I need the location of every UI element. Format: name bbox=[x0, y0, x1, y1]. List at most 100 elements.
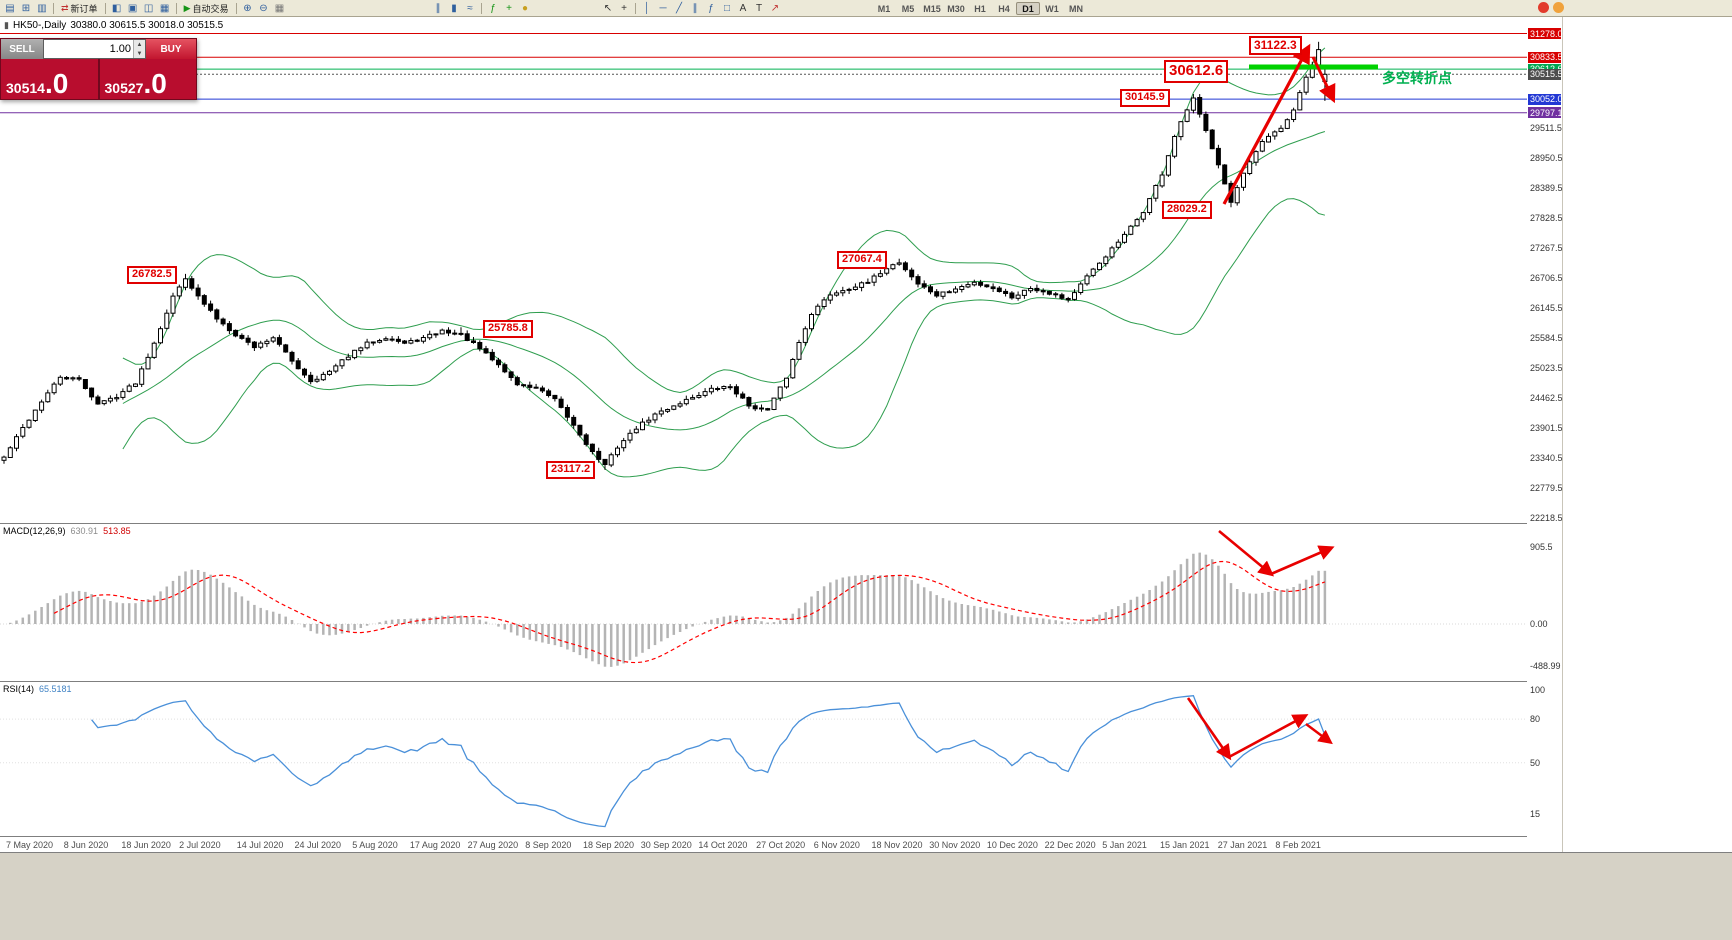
trade-prices-row: 30514 .0 30527 .0 bbox=[1, 59, 196, 99]
macd-axis-tick: 905.5 bbox=[1530, 542, 1553, 553]
swing-price-label: 28029.2 bbox=[1162, 201, 1212, 219]
price-axis-tick: 22779.5 bbox=[1530, 482, 1563, 493]
rsi-label: RSI(14) bbox=[3, 684, 35, 694]
date-label: 8 Jun 2020 bbox=[63, 840, 109, 850]
price-axis-tick: 26706.5 bbox=[1530, 272, 1563, 283]
date-label: 8 Feb 2021 bbox=[1275, 840, 1321, 850]
date-label: 24 Jul 2020 bbox=[294, 840, 342, 850]
time-axis-separator bbox=[0, 836, 1562, 837]
date-label: 27 Aug 2020 bbox=[467, 840, 519, 850]
date-label: 2 Jul 2020 bbox=[179, 840, 221, 850]
date-label: 15 Jan 2021 bbox=[1160, 840, 1210, 850]
navigator-icon[interactable]: ◫ bbox=[143, 2, 154, 14]
timeframe-mn-button[interactable]: MN bbox=[1069, 3, 1083, 14]
timeframe-w1-button[interactable]: W1 bbox=[1045, 3, 1059, 14]
workspace-empty-area bbox=[1562, 17, 1732, 852]
volume-box: ▲ ▼ bbox=[43, 39, 146, 59]
cursor-icon[interactable]: ↖ bbox=[603, 2, 613, 14]
rsi-panel-separator[interactable] bbox=[0, 681, 1562, 682]
price-axis-tick: 23901.5 bbox=[1530, 422, 1563, 433]
notification-red-circle[interactable] bbox=[1538, 2, 1549, 13]
date-label: 18 Jun 2020 bbox=[121, 840, 171, 850]
bar-chart-icon[interactable]: ∥ bbox=[435, 2, 441, 14]
fibonacci-icon[interactable]: ƒ bbox=[708, 2, 714, 14]
terminal-icon[interactable]: ▦ bbox=[159, 2, 170, 14]
timeframe-m1-button[interactable]: M1 bbox=[877, 3, 891, 14]
price-level-badge: 30052.0 bbox=[1528, 93, 1563, 105]
price-axis-tick: 27828.5 bbox=[1530, 212, 1563, 223]
buy-price[interactable]: 30527 .0 bbox=[100, 59, 197, 99]
trendline-icon[interactable]: ╱ bbox=[675, 2, 683, 14]
swing-price-label: 26782.5 bbox=[127, 266, 177, 284]
toolbar-separator bbox=[635, 3, 636, 14]
text-icon[interactable]: A bbox=[739, 2, 747, 14]
time-axis[interactable]: 7 May 2020 8 Jun 2020 18 Jun 2020 2 Jul 202… bbox=[0, 837, 1562, 852]
buy-button[interactable]: BUY bbox=[146, 39, 196, 59]
turning-point-note: 多空转折点 bbox=[1382, 70, 1452, 86]
clock-icon[interactable]: ● bbox=[521, 2, 529, 14]
rsi-header: RSI(14) 65.5181 bbox=[3, 684, 72, 694]
notification-orange-circle[interactable] bbox=[1553, 2, 1564, 13]
volume-down-icon[interactable]: ▼ bbox=[134, 49, 145, 58]
toolbar-separator bbox=[104, 3, 106, 14]
date-label: 6 Nov 2020 bbox=[813, 840, 860, 850]
swing-price-label: 27067.4 bbox=[837, 251, 887, 269]
volume-input[interactable] bbox=[44, 40, 133, 58]
timeframe-h1-button[interactable]: H1 bbox=[974, 3, 986, 14]
price-axis-tick: 29511.5 bbox=[1530, 122, 1562, 133]
chart-plots bbox=[0, 33, 1527, 828]
chart-add-icon[interactable]: ⊞ bbox=[21, 2, 31, 14]
channel-icon[interactable]: ∥ bbox=[692, 2, 698, 14]
data-window-icon[interactable]: ▣ bbox=[127, 2, 138, 14]
date-label: 27 Oct 2020 bbox=[756, 840, 806, 850]
price-level-badge: 30833.5 bbox=[1528, 51, 1563, 63]
date-label: 27 Jan 2021 bbox=[1217, 840, 1268, 850]
macd-label: MACD(12,26,9) bbox=[3, 526, 66, 536]
toolbar-group-drawing: ↖ + │ ─ ╱ ∥ ƒ □ A T ↗ bbox=[600, 1, 783, 16]
tile-windows-icon[interactable]: ▦ bbox=[274, 2, 285, 14]
zoom-in-icon[interactable]: ⊕ bbox=[243, 2, 252, 14]
add-indicator-icon[interactable]: + bbox=[506, 2, 512, 14]
autotrade-button-icon: ▶ bbox=[183, 3, 191, 13]
swing-price-label: 30612.6 bbox=[1164, 60, 1229, 83]
zoom-out-icon[interactable]: ⊖ bbox=[259, 2, 268, 14]
timeframe-d1-button[interactable]: D1 bbox=[1016, 2, 1040, 15]
macd-header: MACD(12,26,9) 630.91 513.85 bbox=[3, 526, 131, 536]
horizontal-line-icon[interactable]: ─ bbox=[659, 2, 667, 14]
date-label: 14 Oct 2020 bbox=[698, 840, 748, 850]
candlestick-chart-icon[interactable]: ▮ bbox=[451, 2, 457, 14]
price-axis[interactable]: 29511.5 28950.5 28389.5 27828.5 27267.5 26706… bbox=[1527, 17, 1563, 852]
vertical-line-icon[interactable]: │ bbox=[643, 2, 651, 14]
chart-title: HK50-,Daily bbox=[12, 20, 67, 31]
timeframe-m30-button[interactable]: M30 bbox=[947, 3, 965, 14]
price-axis-tick: 25023.5 bbox=[1530, 362, 1563, 373]
sell-price-fraction: .0 bbox=[44, 68, 69, 100]
new-order-button-icon: ⇄ bbox=[61, 3, 69, 13]
macd-panel-separator[interactable] bbox=[0, 523, 1562, 524]
crosshair-icon[interactable]: + bbox=[621, 2, 627, 14]
indicators-icon[interactable]: ƒ bbox=[490, 2, 496, 14]
shapes-icon[interactable]: □ bbox=[723, 2, 731, 14]
price-axis-tick: 25584.5 bbox=[1530, 332, 1563, 343]
timeframe-m5-button[interactable]: M5 bbox=[901, 3, 915, 14]
profiles-icon[interactable]: ▥ bbox=[37, 2, 47, 14]
timeframe-h4-button[interactable]: H4 bbox=[998, 3, 1010, 14]
sell-button[interactable]: SELL bbox=[1, 39, 43, 59]
price-axis-tick: 26145.5 bbox=[1530, 302, 1563, 313]
new-order-button-label: 新订单 bbox=[70, 4, 98, 14]
date-label: 7 May 2020 bbox=[6, 840, 54, 850]
date-label: 8 Sep 2020 bbox=[525, 840, 572, 850]
new-order-button[interactable]: ⇄ 新订单 bbox=[57, 2, 102, 16]
trade-controls-row: SELL ▲ ▼ BUY bbox=[1, 39, 196, 59]
market-watch-icon[interactable]: ◧ bbox=[111, 2, 122, 14]
date-label: 30 Nov 2020 bbox=[929, 840, 981, 850]
line-chart-icon[interactable]: ≈ bbox=[467, 2, 473, 14]
timeframe-m15-button[interactable]: M15 bbox=[923, 3, 941, 14]
new-chart-icon[interactable]: ▤ bbox=[5, 2, 15, 14]
label-icon[interactable]: T bbox=[755, 2, 763, 14]
arrows-icon[interactable]: ↗ bbox=[770, 2, 780, 14]
sell-price[interactable]: 30514 .0 bbox=[1, 59, 98, 99]
volume-up-icon[interactable]: ▲ bbox=[134, 40, 145, 49]
date-label: 30 Sep 2020 bbox=[640, 840, 692, 850]
autotrade-button[interactable]: ▶ 自动交易 bbox=[180, 2, 233, 16]
